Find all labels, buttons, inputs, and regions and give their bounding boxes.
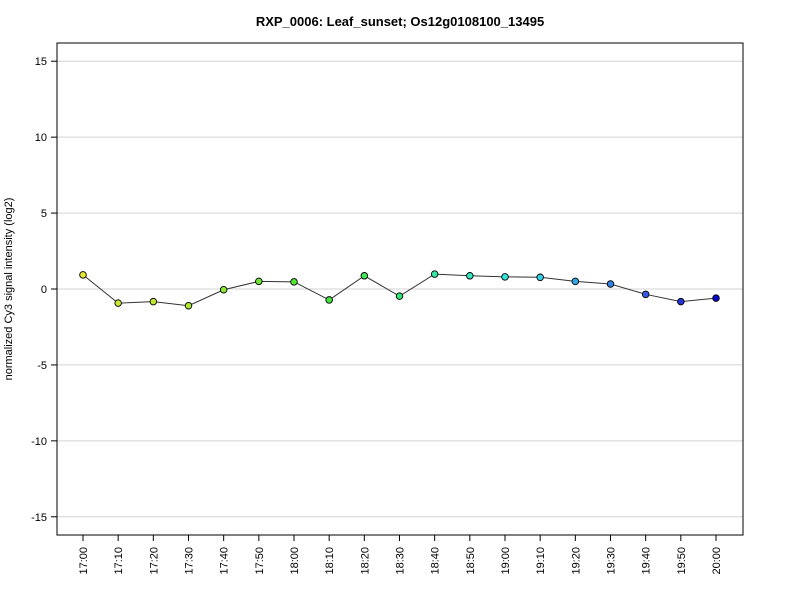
x-tick-label: 19:40: [641, 547, 653, 575]
x-tick-label: 17:10: [113, 547, 125, 575]
x-tick-label: 17:30: [184, 547, 196, 575]
gridlines: [57, 60, 743, 518]
x-tick-label: 19:00: [500, 547, 512, 575]
data-point: [360, 272, 369, 280]
x-axis: 17:00 17:10 17:20 17:30 17:40 17:50 18:00 18:10…: [78, 535, 723, 575]
data-point: [255, 277, 263, 286]
y-tick-label: 0: [41, 284, 47, 296]
x-tick-label: 19:20: [570, 547, 582, 575]
y-tick-label: 10: [35, 132, 47, 144]
y-tick-label: 15: [35, 56, 47, 68]
data-point: [641, 290, 650, 299]
y-tick-label: -5: [37, 360, 47, 372]
x-tick-label: 18:40: [430, 547, 442, 575]
data-point: [571, 277, 580, 286]
data-point: [466, 272, 474, 280]
data-point: [501, 273, 509, 281]
x-tick-label: 17:00: [78, 547, 90, 575]
data-point: [290, 278, 298, 286]
x-tick-label: 18:50: [465, 547, 477, 575]
x-tick-label: 17:20: [148, 547, 160, 575]
data-point: [430, 270, 439, 278]
data-point: [149, 297, 158, 306]
x-tick-label: 19:30: [606, 547, 618, 575]
y-tick-label: -10: [31, 436, 47, 448]
data-point: [712, 294, 720, 302]
data-point: [219, 286, 228, 294]
series-line: [82, 273, 717, 307]
data-point: [184, 301, 193, 310]
chart-title: RXP_0006: Leaf_sunset; Os12g0108100_1349…: [256, 14, 544, 29]
data-point: [606, 280, 615, 288]
y-tick-label: -15: [31, 512, 47, 524]
x-tick-label: 17:40: [219, 547, 231, 575]
x-tick-label: 19:10: [535, 547, 547, 575]
data-point: [79, 271, 87, 279]
data-point: [677, 297, 685, 306]
series-group: [79, 270, 720, 310]
y-axis: -15 -10 -5 0 5 10 15: [31, 56, 57, 524]
data-point: [536, 273, 544, 282]
x-tick-label: 19:50: [676, 547, 688, 575]
x-tick-label: 18:00: [289, 547, 301, 575]
x-tick-label: 18:10: [324, 547, 336, 575]
x-tick-label: 18:20: [359, 547, 371, 575]
x-tick-label: 17:50: [254, 547, 266, 575]
x-tick-label: 20:00: [711, 547, 723, 575]
y-tick-label: 5: [41, 208, 47, 220]
y-axis-label: normalized Cy3 signal intensity (log2): [3, 198, 15, 381]
data-point: [114, 299, 122, 307]
data-point: [325, 296, 333, 304]
data-point: [395, 292, 404, 300]
x-tick-label: 18:30: [395, 547, 407, 575]
